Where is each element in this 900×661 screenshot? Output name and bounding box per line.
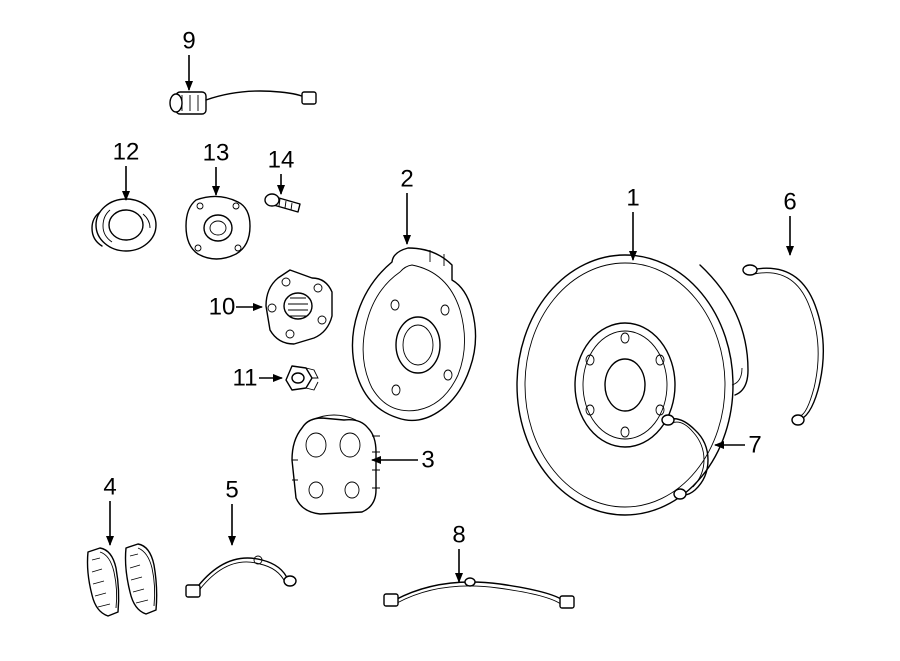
- callout-9: 9: [182, 28, 195, 91]
- callout-label-10: 10: [209, 294, 236, 321]
- callout-label-2: 2: [400, 166, 413, 193]
- callout-10: 10: [209, 294, 262, 321]
- callout-5: 5: [225, 477, 238, 546]
- callout-8: 8: [452, 522, 465, 583]
- callout-label-3: 3: [421, 447, 434, 474]
- wheel-hub: [266, 270, 332, 344]
- callout-label-7: 7: [748, 432, 761, 459]
- callout-label-4: 4: [103, 474, 116, 501]
- abs-sensor: [170, 91, 316, 114]
- callout-12: 12: [113, 139, 140, 201]
- callout-2: 2: [400, 166, 413, 245]
- callout-13: 13: [203, 140, 230, 196]
- brake-pads: [88, 544, 157, 616]
- callout-6: 6: [783, 189, 796, 256]
- callout-4: 4: [103, 474, 116, 546]
- callout-14: 14: [268, 147, 295, 195]
- callout-label-8: 8: [452, 522, 465, 549]
- connection-cable: [384, 578, 574, 608]
- callout-label-12: 12: [113, 139, 140, 166]
- callout-label-14: 14: [268, 147, 295, 174]
- callout-label-5: 5: [225, 477, 238, 504]
- splash-shield: [352, 248, 475, 420]
- wheel-bearing: [92, 199, 156, 251]
- hub-cap-plate: [186, 196, 250, 259]
- bolt: [265, 194, 300, 212]
- callout-11: 11: [233, 365, 282, 392]
- brake-hose: [743, 265, 823, 425]
- brake-caliper: [292, 415, 380, 514]
- brake-rotor: [517, 255, 748, 515]
- callout-3: 3: [372, 447, 435, 474]
- pad-wear-sensor: [186, 556, 296, 597]
- callout-1: 1: [626, 185, 639, 261]
- axle-nut: [286, 366, 318, 390]
- callout-label-6: 6: [783, 189, 796, 216]
- callout-label-13: 13: [203, 140, 230, 167]
- callout-label-1: 1: [626, 185, 639, 212]
- callout-label-11: 11: [233, 365, 258, 392]
- parts-diagram: 1234567891011121314: [0, 0, 900, 661]
- callout-label-9: 9: [182, 28, 195, 55]
